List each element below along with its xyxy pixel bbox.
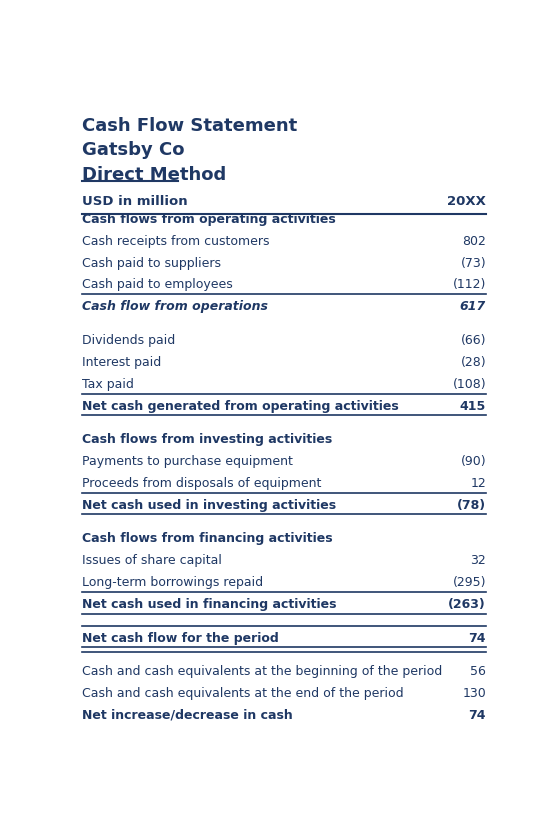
- Text: (66): (66): [460, 334, 486, 346]
- Text: Cash flows from operating activities: Cash flows from operating activities: [82, 212, 336, 226]
- Text: (263): (263): [448, 598, 486, 610]
- Text: Net cash used in investing activities: Net cash used in investing activities: [82, 498, 336, 512]
- Text: (78): (78): [457, 498, 486, 512]
- Text: 74: 74: [469, 708, 486, 721]
- Text: Net cash used in financing activities: Net cash used in financing activities: [82, 598, 336, 610]
- Text: 802: 802: [462, 234, 486, 247]
- Text: Direct Method: Direct Method: [82, 166, 226, 183]
- Text: Cash and cash equivalents at the beginning of the period: Cash and cash equivalents at the beginni…: [82, 665, 442, 677]
- Text: (28): (28): [460, 355, 486, 369]
- Text: Net cash flow for the period: Net cash flow for the period: [82, 631, 279, 644]
- Text: 32: 32: [470, 553, 486, 567]
- Text: Cash flows from financing activities: Cash flows from financing activities: [82, 532, 332, 545]
- Text: Issues of share capital: Issues of share capital: [82, 553, 222, 567]
- Text: Long-term borrowings repaid: Long-term borrowings repaid: [82, 575, 263, 589]
- Text: 415: 415: [460, 399, 486, 412]
- Text: Cash and cash equivalents at the end of the period: Cash and cash equivalents at the end of …: [82, 686, 404, 699]
- Text: Cash Flow Statement: Cash Flow Statement: [82, 116, 297, 135]
- Text: (295): (295): [453, 575, 486, 589]
- Text: USD in million: USD in million: [82, 195, 188, 208]
- Text: Payments to purchase equipment: Payments to purchase equipment: [82, 455, 293, 467]
- Text: 617: 617: [460, 300, 486, 313]
- Text: (108): (108): [453, 377, 486, 390]
- Text: 12: 12: [470, 477, 486, 489]
- Text: Cash paid to suppliers: Cash paid to suppliers: [82, 257, 221, 269]
- Text: 130: 130: [463, 686, 486, 699]
- Text: Cash flow from operations: Cash flow from operations: [82, 300, 268, 313]
- Text: 74: 74: [469, 631, 486, 644]
- Text: Interest paid: Interest paid: [82, 355, 161, 369]
- Text: (112): (112): [453, 278, 486, 291]
- Text: (90): (90): [460, 455, 486, 467]
- Text: (73): (73): [460, 257, 486, 269]
- Text: Tax paid: Tax paid: [82, 377, 134, 390]
- Text: Cash paid to employees: Cash paid to employees: [82, 278, 232, 291]
- Text: Net increase/decrease in cash: Net increase/decrease in cash: [82, 708, 293, 721]
- Text: 20XX: 20XX: [447, 195, 486, 208]
- Text: Proceeds from disposals of equipment: Proceeds from disposals of equipment: [82, 477, 321, 489]
- Text: Net cash generated from operating activities: Net cash generated from operating activi…: [82, 399, 399, 412]
- Text: 56: 56: [470, 665, 486, 677]
- Text: Dividends paid: Dividends paid: [82, 334, 175, 346]
- Text: Gatsby Co: Gatsby Co: [82, 141, 184, 159]
- Text: Cash flows from investing activities: Cash flows from investing activities: [82, 432, 332, 446]
- Text: Cash receipts from customers: Cash receipts from customers: [82, 234, 269, 247]
